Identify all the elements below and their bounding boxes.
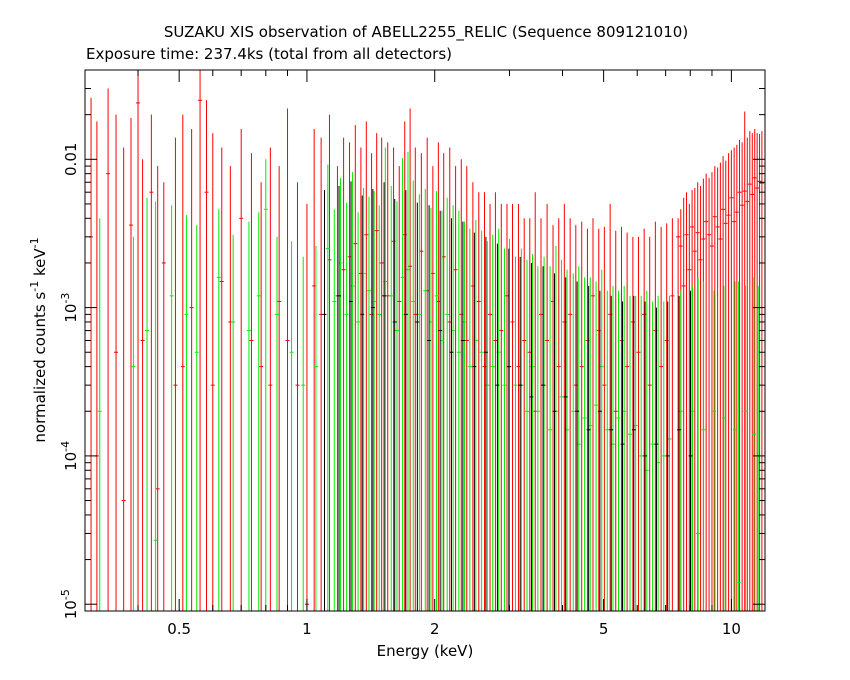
- y-tick-label: 10-5: [59, 589, 80, 619]
- x-tick-label: 5: [599, 620, 609, 638]
- x-axis-label: Energy (keV): [377, 642, 474, 660]
- data-marks: [89, 70, 764, 611]
- y-tick-label: 10-4: [59, 441, 80, 471]
- x-tick-labels: 0.5 1 2 5 10: [167, 620, 741, 638]
- x-tick-label: 0.5: [167, 620, 191, 638]
- y-tick-label: 10-3: [59, 293, 80, 323]
- y-axis-label: normalized counts s-1 keV-1: [28, 237, 49, 442]
- x-tick-label: 1: [302, 620, 312, 638]
- x-tick-label: 2: [430, 620, 440, 638]
- y-tick-labels: 10-5 10-4 10-3 0.01: [59, 143, 80, 620]
- axis-ticks: [84, 69, 765, 612]
- chart-title: SUZAKU XIS observation of ABELL2255_RELI…: [164, 23, 688, 42]
- chart-subtitle: Exposure time: 237.4ks (total from all d…: [86, 45, 452, 63]
- x-tick-label: 10: [722, 620, 741, 638]
- y-tick-label: 0.01: [62, 143, 80, 176]
